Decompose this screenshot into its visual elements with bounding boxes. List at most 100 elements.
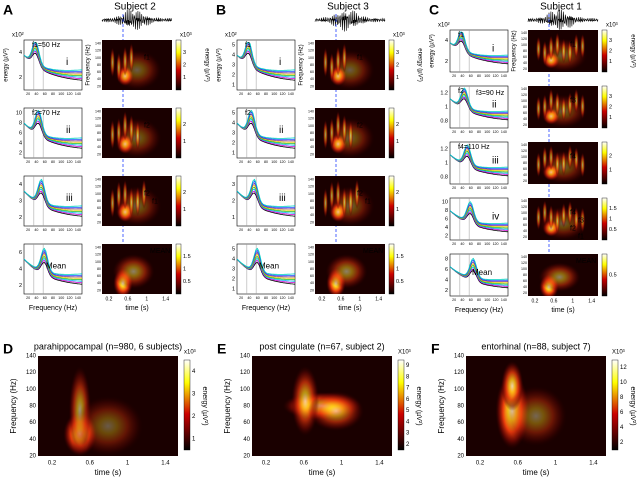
x-tick-label: 100: [271, 296, 277, 300]
spec-y-tick: 100: [521, 99, 527, 103]
cb-tick-label: 2: [609, 153, 612, 159]
heat-blob: [548, 88, 554, 114]
x-tick-label: 140: [288, 92, 294, 96]
heat-blob: [135, 120, 141, 151]
cb-label: energy (µV²): [415, 386, 422, 425]
spec-y-tick: 60: [523, 223, 527, 227]
cb-tick-label: 1: [396, 139, 399, 145]
spec-annotation: f1: [570, 42, 576, 49]
x-tick-label: 60: [43, 296, 47, 300]
y-tick-label: 2: [19, 215, 22, 221]
y-tick-label: 2: [19, 283, 22, 289]
y-tick-label: 8: [445, 257, 448, 263]
heat-blob: [567, 39, 573, 65]
time-tick: 0.2: [319, 296, 326, 302]
x-tick-label: 120: [280, 296, 286, 300]
spec-annotation: f2: [570, 226, 576, 233]
heat-blob: [573, 88, 579, 114]
x-tick-label: 100: [484, 130, 490, 134]
cb-tick-label: 4: [406, 419, 410, 425]
spec-y-tick: 140: [308, 246, 314, 250]
x-tick-label: 140: [501, 298, 507, 302]
spectrum-curve: [449, 33, 508, 58]
spec-y-tick: 20: [310, 152, 314, 156]
cb-tick-label: 1: [192, 436, 196, 442]
spec-y-tick: 40: [523, 229, 527, 233]
cb-tick-label: 1: [609, 216, 612, 222]
spec-y-tick: 40: [97, 213, 101, 217]
cb-tick-label: 2: [396, 122, 399, 128]
spec-y-tick: 40: [523, 285, 527, 289]
heat-blob: [341, 42, 347, 73]
x-tick-label: 1.4: [375, 461, 384, 467]
cb-tick-label: 8: [620, 395, 624, 401]
x-axis-label: time (s): [551, 307, 574, 314]
row-label: iii: [66, 193, 73, 204]
y-tick-label: 2: [19, 150, 22, 156]
y-tick-label: 2: [445, 288, 448, 294]
x-tick-label: 1.4: [589, 461, 598, 467]
y-tick-label: 40: [29, 437, 36, 443]
y-tick-label: 1: [232, 82, 235, 88]
spec-y-tick: 140: [95, 42, 101, 46]
cb-tick-label: 0.5: [183, 279, 191, 285]
spec-y-tick: 80: [310, 63, 314, 67]
spec-annotation: MEAN: [150, 248, 170, 255]
spectrum-curve: [23, 49, 82, 78]
row-label: iii: [492, 156, 499, 167]
spec-y-tick: 120: [521, 37, 527, 41]
y-tick-label: 6: [19, 250, 22, 256]
heatmap: [538, 262, 581, 296]
y-tick-label: 8: [19, 120, 22, 126]
multiplier: x10²: [225, 33, 237, 39]
x-axis-label: Frequency (Hz): [455, 307, 503, 314]
spec-y-tick: 100: [95, 260, 101, 264]
heat-blob: [116, 117, 122, 148]
cb-tick-label: 0.5: [609, 227, 617, 233]
x-tick-label: 80: [477, 74, 481, 78]
waveform: [101, 9, 173, 30]
cb-tick-label: 8: [406, 374, 410, 380]
x-tick-label: 100: [58, 160, 64, 164]
spectrum-curve: [236, 247, 296, 275]
y-tick-label: 6: [19, 130, 22, 136]
spectrum-plot: [449, 197, 509, 241]
x-tick-label: 120: [67, 296, 73, 300]
spec-y-tick: 40: [310, 213, 314, 217]
x-tick-label: 120: [280, 160, 286, 164]
x-tick-label: 1: [126, 461, 130, 467]
row-label: i: [279, 57, 281, 68]
heat-blob: [122, 179, 128, 210]
cb-tick-label: 3: [183, 50, 186, 56]
x-tick-label: 60: [256, 296, 260, 300]
row-label: Mean: [472, 268, 492, 277]
spec-y-tick: 20: [97, 220, 101, 224]
spec-annotation: f1: [144, 54, 150, 61]
heat-blob: [580, 33, 586, 59]
multiplier: x10²: [12, 33, 24, 39]
time-tick: 1.4: [162, 296, 169, 302]
cb-tick-label: 3: [406, 431, 410, 437]
multiplier: x10³: [184, 350, 196, 356]
spec-y-tick: 40: [310, 145, 314, 149]
spec-annotation: f3: [570, 98, 576, 105]
spec-y-tick: 140: [521, 31, 527, 35]
cb-label: energy (µV²): [203, 48, 209, 81]
heat-blob: [554, 91, 560, 117]
x-tick-label: 20: [26, 228, 30, 232]
x-tick-label: 80: [264, 92, 268, 96]
heat-blob: [110, 47, 115, 78]
time-tick: 1: [145, 296, 148, 302]
y-tick-label: 4: [445, 38, 448, 44]
spec-y-tick: 60: [97, 206, 101, 210]
heat-blob: [573, 206, 579, 232]
y-tick-label: 4: [232, 52, 235, 58]
y-tick-label: 120: [454, 370, 465, 376]
colorbar: [601, 85, 608, 129]
spec-y-tick: 140: [308, 42, 314, 46]
spectrum-curve: [23, 109, 83, 139]
x-tick-label: 40: [247, 160, 251, 164]
heat-blob: [335, 179, 341, 210]
